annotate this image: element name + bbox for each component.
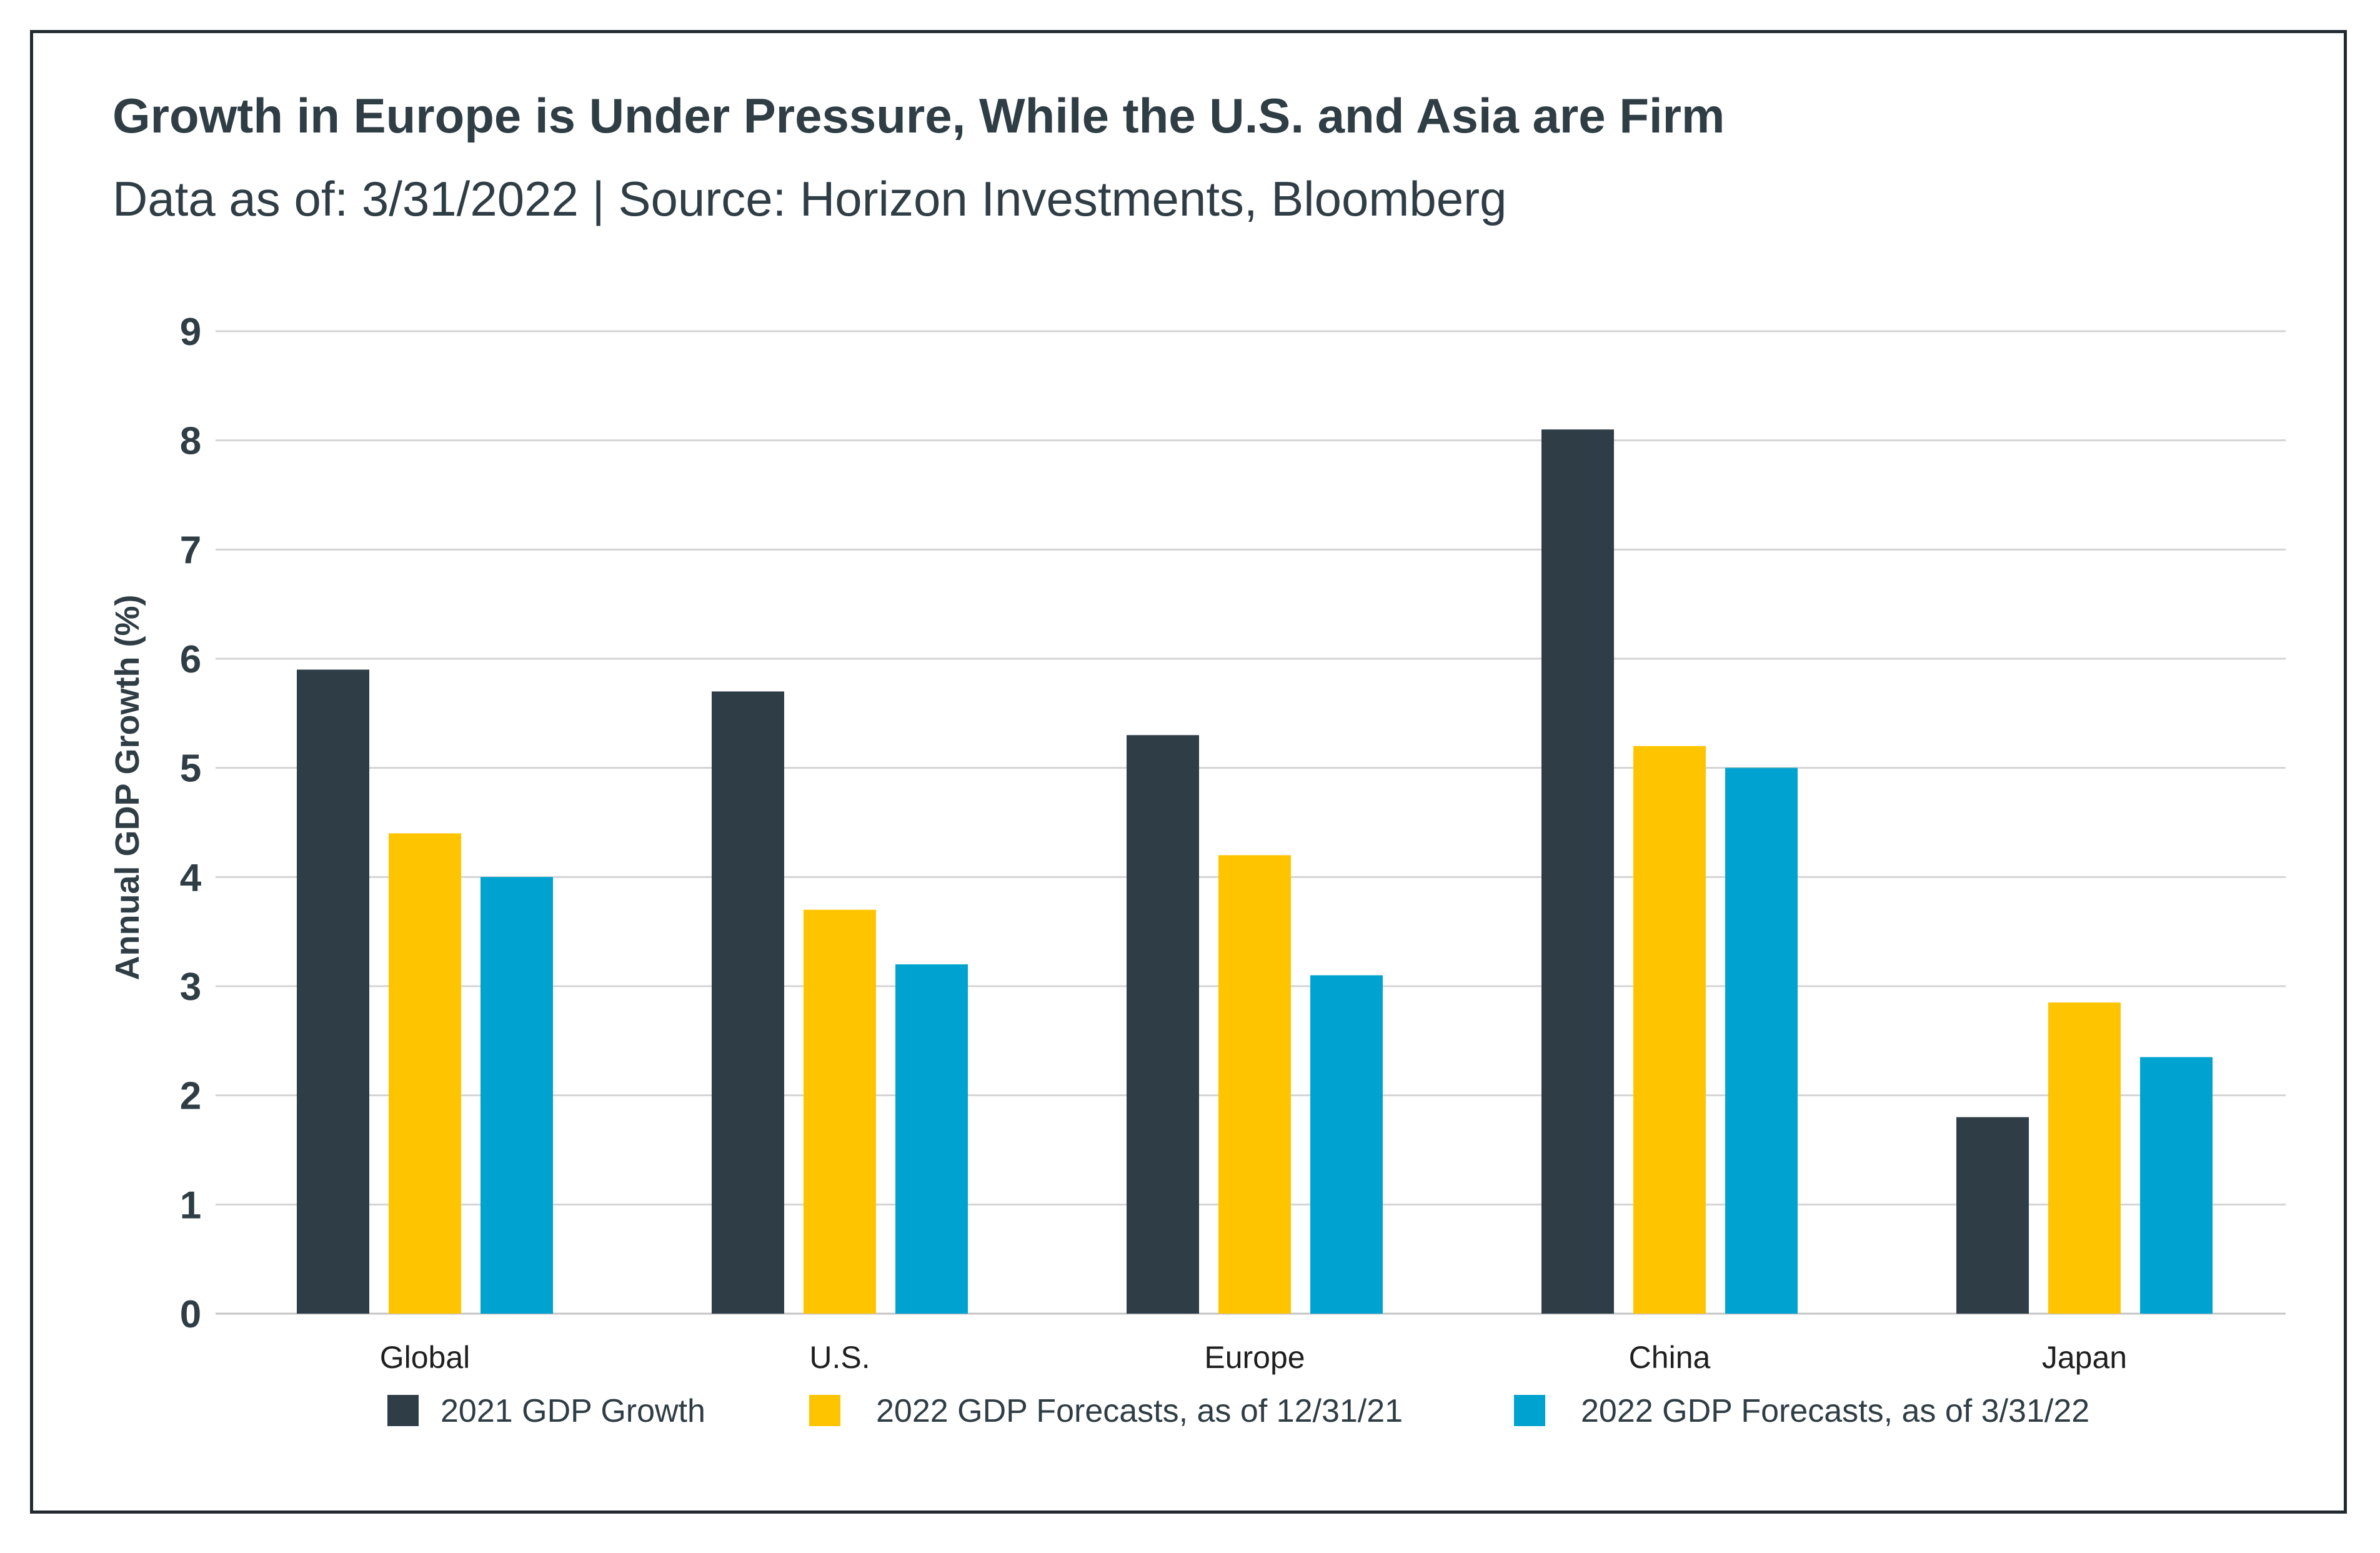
x-tick-label: Japan <box>2042 1340 2127 1375</box>
bar <box>480 877 553 1314</box>
bar <box>1218 855 1291 1314</box>
y-axis-label: Annual GDP Growth (%) <box>109 595 146 981</box>
y-tick-label: 1 <box>180 1184 201 1227</box>
y-tick-label: 5 <box>180 747 201 791</box>
bar <box>1541 429 1614 1314</box>
legend-swatch <box>809 1395 840 1426</box>
legend-swatch <box>387 1395 419 1426</box>
y-tick-label: 9 <box>180 311 201 354</box>
bar-layer <box>297 429 2213 1314</box>
chart-subtitle: Data as of: 3/31/2022 | Source: Horizon … <box>112 171 1507 226</box>
y-tick-label: 3 <box>180 966 201 1009</box>
x-tick-label: China <box>1629 1340 1711 1375</box>
bar <box>1310 975 1383 1314</box>
chart-title: Growth in Europe is Under Pressure, Whil… <box>112 88 1725 143</box>
y-axis-ticks: 0 1 2 3 4 5 6 7 8 9 <box>180 311 202 1336</box>
y-tick-label: 4 <box>180 856 202 899</box>
y-tick-label: 6 <box>180 638 201 681</box>
bar <box>297 669 369 1314</box>
legend-swatch <box>1514 1395 1545 1426</box>
legend-label: 2022 GDP Forecasts, as of 3/31/22 <box>1581 1393 2089 1429</box>
bar <box>712 691 784 1314</box>
bar <box>1725 767 1798 1314</box>
bar <box>2048 1002 2121 1314</box>
x-tick-label: U.S. <box>809 1340 870 1375</box>
bar <box>389 833 461 1314</box>
y-tick-label: 0 <box>180 1293 201 1336</box>
x-tick-label: Europe <box>1204 1340 1305 1375</box>
legend-label: 2021 GDP Growth <box>441 1393 705 1429</box>
legend-label: 2022 GDP Forecasts, as of 12/31/21 <box>876 1393 1403 1429</box>
y-tick-label: 8 <box>180 420 201 463</box>
bar <box>804 909 876 1314</box>
bar <box>1633 746 1706 1314</box>
legend: 2021 GDP Growth 2022 GDP Forecasts, as of… <box>387 1393 2089 1429</box>
x-tick-label: Global <box>380 1340 471 1375</box>
x-axis-ticks: Global U.S. Europe China Japan <box>380 1340 2127 1375</box>
bar <box>895 964 968 1314</box>
bar <box>1956 1117 2029 1314</box>
bar <box>2140 1057 2213 1314</box>
bar <box>1127 735 1199 1314</box>
y-tick-label: 2 <box>180 1075 201 1118</box>
y-tick-label: 7 <box>180 529 201 572</box>
